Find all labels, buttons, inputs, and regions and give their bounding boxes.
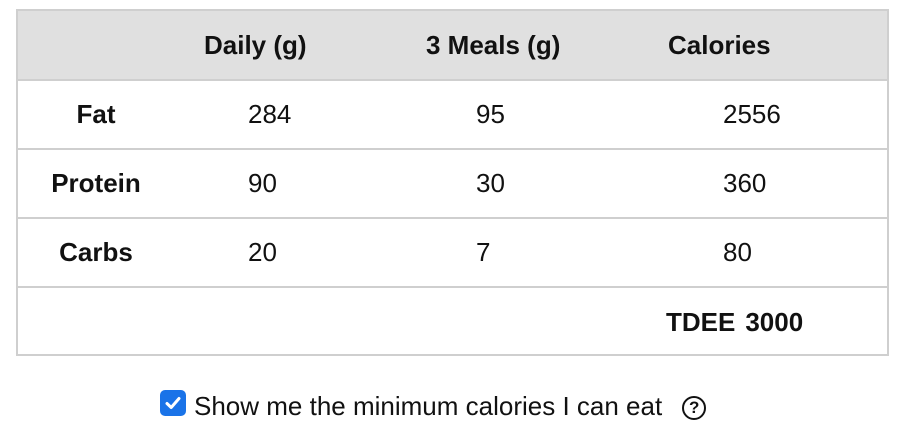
- protein-daily: 90: [248, 168, 277, 198]
- protein-calories: 360: [723, 168, 767, 198]
- min-calories-checkbox[interactable]: [160, 390, 186, 416]
- table-row: Fat 284 95 2556: [18, 80, 887, 149]
- help-icon[interactable]: ?: [682, 396, 707, 420]
- fat-meals: 95: [476, 99, 505, 129]
- protein-meals: 30: [476, 168, 505, 198]
- fat-calories: 2556: [723, 99, 781, 129]
- header-daily: Daily (g): [204, 29, 307, 60]
- row-label-protein: Protein: [51, 168, 141, 198]
- table-row: Carbs 20 7 80: [18, 218, 887, 287]
- tdee-row: TDEE 3000: [18, 287, 887, 356]
- header-empty: [18, 11, 174, 80]
- row-label-fat: Fat: [76, 99, 116, 129]
- tdee-value: 3000: [745, 306, 804, 337]
- header-meals: 3 Meals (g): [426, 29, 561, 60]
- fat-daily: 284: [248, 99, 292, 129]
- carbs-meals: 7: [476, 237, 491, 267]
- min-calories-label[interactable]: Show me the minimum calories I can eat: [194, 390, 663, 421]
- tdee-empty-1: [18, 287, 174, 356]
- tdee-cell: TDEE 3000: [630, 287, 887, 356]
- row-label-carbs: Carbs: [59, 237, 133, 267]
- table-header-row: Daily (g) 3 Meals (g) Calories: [18, 11, 887, 80]
- macro-table: Daily (g) 3 Meals (g) Calories Fat 284 9…: [18, 11, 887, 356]
- tdee-empty-2: [174, 287, 390, 356]
- carbs-calories: 80: [723, 237, 752, 267]
- table-row: Protein 90 30 360: [18, 149, 887, 218]
- checkmark-icon: [165, 397, 181, 409]
- tdee-empty-3: [390, 287, 630, 356]
- carbs-daily: 20: [248, 237, 277, 267]
- header-calories: Calories: [668, 29, 771, 60]
- min-calories-option: Show me the minimum calories I can eat ?: [160, 386, 707, 426]
- macro-table-container: Daily (g) 3 Meals (g) Calories Fat 284 9…: [16, 9, 889, 356]
- tdee-label: TDEE: [666, 306, 736, 337]
